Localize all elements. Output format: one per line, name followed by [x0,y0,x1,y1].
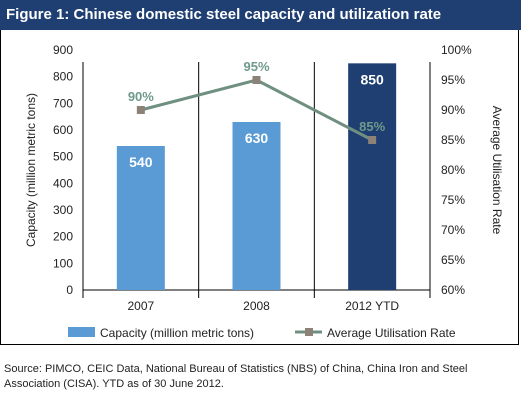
y-tick-label: 0 [66,283,73,297]
x-tick-label: 2008 [243,299,270,313]
line-value-label: 90% [128,89,154,104]
y-tick-label: 500 [53,150,73,164]
legend-label-utilisation: Average Utilisation Rate [327,326,456,340]
legend-label-capacity: Capacity (million metric tons) [100,326,254,340]
line-marker [368,136,377,144]
y-tick-label: 700 [53,96,73,110]
y2-tick-label: 80% [441,163,465,177]
chart: 0 100 200 300 400 500 600 700 800 900 60% 65% 70% 75%… [24,43,504,340]
line-value-label: 85% [359,119,385,134]
y2-axis-title: Average Utilisation Rate [490,106,504,235]
legend-swatch-capacity [68,327,95,337]
y2-tick-label: 65% [441,253,465,267]
y2-tick-label: 90% [441,103,465,117]
y-tick-label: 200 [53,230,73,244]
y2-tick-label: 75% [441,193,465,207]
y-axis-title: Capacity (million metric tons) [24,93,38,247]
y2-tick-label: 95% [441,73,465,87]
x-tick-label: 2007 [127,299,154,313]
y-tick-label: 400 [53,176,73,190]
y-tick-label: 800 [53,70,73,84]
y-tick-label: 100 [53,256,73,270]
bar-value-label: 540 [129,154,153,170]
bar [232,122,281,290]
bar-value-label: 850 [360,71,384,87]
bar [116,146,165,290]
y-tick-label: 900 [53,43,73,57]
line-marker [136,106,145,114]
bar-value-label: 630 [245,130,269,146]
y2-tick-label: 60% [441,283,465,297]
legend-marker-utilisation [305,328,313,336]
title-bar: Figure 1: Chinese domestic steel capacit… [0,0,521,30]
y2-tick-label: 70% [441,223,465,237]
source-note: Source: PIMCO, CEIC Data, National Burea… [4,363,468,390]
y2-tick-label: 85% [441,133,465,147]
y-tick-label: 600 [53,123,73,137]
line-marker [252,76,261,84]
y2-tick-label: 100% [441,43,472,57]
bar [348,63,397,291]
x-tick-label: 2012 YTD [345,299,399,313]
chart-title: Figure 1: Chinese domestic steel capacit… [6,6,442,23]
line-value-label: 95% [243,59,269,74]
y-tick-label: 300 [53,203,73,217]
